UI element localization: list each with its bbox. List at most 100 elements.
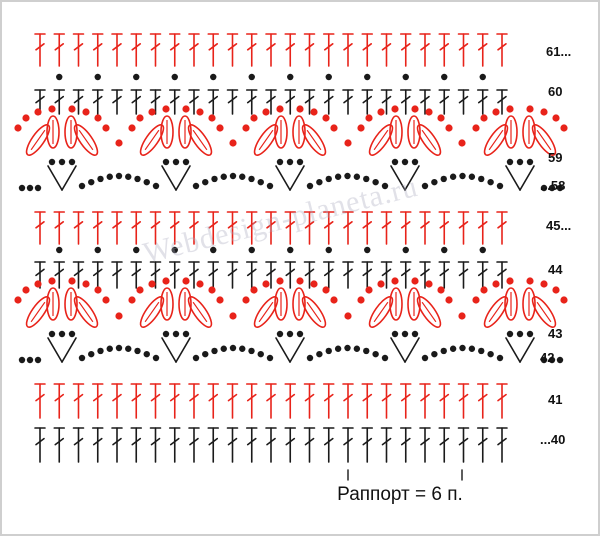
fan-petal	[46, 287, 60, 321]
chain-dot-row42	[468, 345, 476, 352]
base-dot	[411, 158, 419, 166]
dc-row45-stitch	[168, 211, 181, 245]
chain-dot-row60	[248, 73, 255, 81]
base-dot	[182, 330, 190, 338]
base-dot	[276, 330, 284, 338]
picot-dot	[540, 280, 548, 288]
dc-row41-stitch	[72, 383, 85, 419]
dc-row45-stitch	[342, 211, 354, 245]
fan-petal	[274, 115, 288, 149]
picot-dot	[94, 286, 102, 294]
dc-row41-stitch	[111, 383, 123, 419]
chain-dot-row60	[171, 73, 178, 81]
fan-v-left	[161, 165, 177, 191]
picot-dot	[242, 296, 250, 304]
chain-dot-row58	[26, 184, 34, 192]
picot-dot	[472, 124, 480, 132]
dc-row45-stitch	[361, 211, 374, 245]
dc-row61-stitch	[457, 33, 470, 67]
chain-dot-row42	[248, 347, 255, 355]
dc-row60-stitch	[476, 89, 489, 115]
dc-row41-stitch	[457, 383, 470, 419]
picot-dot	[526, 277, 534, 285]
chain-dot-row58	[316, 178, 323, 186]
dc-row41-stitch	[284, 383, 297, 419]
dc-row45-stitch	[322, 211, 335, 245]
dc-row45-stitch	[72, 211, 85, 245]
fan-v-left	[275, 337, 291, 363]
fan-petal-inner	[306, 301, 322, 323]
fan-petal-inner	[373, 129, 389, 151]
picot-dot	[136, 114, 144, 122]
picot-dot	[437, 114, 445, 122]
picot-dot	[216, 296, 224, 304]
red-dot-row43	[344, 312, 352, 320]
base-dot	[506, 158, 514, 166]
base-dot	[58, 158, 66, 166]
row-label-58: ...58	[540, 178, 566, 193]
red-dot-row43	[115, 312, 123, 320]
row-label-45: 45...	[546, 218, 572, 233]
chain-dot-row58	[229, 172, 237, 180]
fan-v-left	[390, 337, 406, 363]
dc-row40-stitch	[380, 427, 393, 463]
chain-dot-row44	[325, 246, 332, 254]
dc-row61-stitch	[399, 33, 412, 67]
dc-row44-stitch	[419, 261, 431, 289]
picot-dot	[208, 114, 216, 122]
dc-row40-stitch	[496, 427, 508, 463]
fan-petal	[292, 115, 306, 149]
chain-dot-row42	[239, 345, 246, 352]
fan-petal	[522, 115, 536, 149]
dc-row40-stitch	[245, 427, 258, 463]
picot-dot	[425, 280, 433, 288]
dc-row41-stitch	[168, 383, 181, 419]
picot-dot	[526, 105, 534, 113]
fan-petal-inner	[421, 301, 437, 323]
picot-dot	[330, 296, 338, 304]
chain-dot-row60	[325, 73, 332, 81]
dc-row41-stitch	[496, 383, 508, 419]
chain-dot-row42	[229, 344, 237, 352]
fan-petal	[301, 296, 327, 328]
dc-row44-stitch	[265, 261, 277, 289]
chain-dot-row58	[556, 184, 564, 192]
chain-dot-row42	[152, 354, 160, 362]
chain-dot-row44	[248, 246, 255, 254]
chain-dot-row42	[97, 347, 104, 355]
chain-dot-row42	[353, 345, 361, 352]
picot-dot	[492, 108, 500, 116]
base-dot	[276, 158, 284, 166]
fan-v-right	[61, 165, 77, 191]
dc-row41-stitch	[188, 383, 200, 419]
dc-row40-stitch	[130, 427, 143, 463]
chain-dot-row42	[192, 354, 200, 362]
base-dot	[162, 158, 170, 166]
dc-row60-stitch	[438, 89, 451, 115]
chain-dot-row42	[134, 347, 141, 355]
fan-v-right	[61, 337, 77, 363]
chain-dot-row58	[239, 173, 246, 180]
picot-dot	[560, 296, 568, 304]
fan-v-left	[505, 337, 521, 363]
red-dot-row43	[229, 312, 237, 320]
base-dot	[296, 158, 304, 166]
chain-dot-row58	[431, 178, 438, 186]
chain-dot-row58	[306, 182, 314, 190]
chain-dot-row60	[133, 73, 140, 81]
dc-row44-stitch	[438, 261, 451, 289]
fan-petal-inner	[306, 129, 322, 151]
chain-dot-row44	[133, 246, 140, 254]
base-dot	[391, 330, 399, 338]
picot-dot	[552, 114, 560, 122]
dc-row45-stitch	[380, 211, 393, 245]
fan-petal	[407, 115, 421, 149]
picot-dot	[68, 105, 76, 113]
chain-dot-row60	[402, 73, 409, 81]
dc-row40-stitch	[168, 427, 181, 463]
picot-dot	[296, 277, 304, 285]
fan-petal-inner	[192, 129, 208, 151]
chain-dot-row58	[325, 175, 332, 183]
base-dot	[506, 330, 514, 338]
